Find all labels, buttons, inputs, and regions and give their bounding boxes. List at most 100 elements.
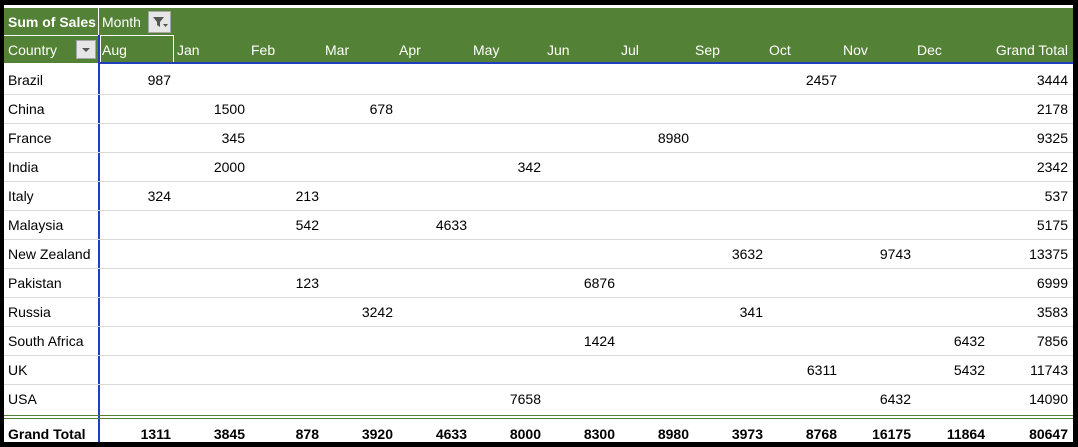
total-line <box>4 415 1073 416</box>
row-label: Pakistan <box>8 275 62 291</box>
total-cell: 7856 <box>1036 333 1068 349</box>
value-cell: 678 <box>369 101 393 117</box>
value-cell: 213 <box>295 188 319 204</box>
column-header: Jun <box>547 42 570 58</box>
value-cell: 6432 <box>953 333 985 349</box>
column-header: Jul <box>621 42 639 58</box>
column-header: Apr <box>399 42 421 58</box>
row-line <box>4 210 1073 211</box>
row-filter-button[interactable] <box>76 40 96 59</box>
total-cell: 80647 <box>1029 426 1068 442</box>
total-cell: 3583 <box>1036 304 1068 320</box>
total-cell: 3444 <box>1036 72 1068 88</box>
total-line <box>4 418 1073 419</box>
column-header: May <box>473 42 500 58</box>
value-cell: 341 <box>739 304 763 320</box>
row-line <box>4 355 1073 356</box>
row-line <box>4 297 1073 298</box>
total-cell: 6999 <box>1036 275 1068 291</box>
value-cell: 16175 <box>872 426 911 442</box>
total-cell: 14090 <box>1029 391 1068 407</box>
value-cell: 9743 <box>879 246 911 262</box>
header-band <box>4 8 1073 63</box>
value-cell: 6876 <box>583 275 615 291</box>
row-line <box>4 239 1073 240</box>
filter-button[interactable] <box>148 11 171 33</box>
column-field[interactable]: Month <box>102 14 141 30</box>
value-cell: 8300 <box>583 426 615 442</box>
value-cell: 1311 <box>140 426 171 442</box>
value-cell: 8980 <box>657 130 689 146</box>
total-cell: 9325 <box>1036 130 1068 146</box>
value-cell: 1500 <box>213 101 245 117</box>
selection-edge <box>98 62 1073 64</box>
row-label: Grand Total <box>8 426 86 442</box>
value-cell: 342 <box>517 159 541 175</box>
value-cell: 5432 <box>953 362 985 378</box>
total-cell: 537 <box>1044 188 1068 204</box>
selection-edge <box>98 35 100 442</box>
row-label: France <box>8 130 52 146</box>
column-header: Sep <box>695 42 720 58</box>
value-cell: 1424 <box>583 333 615 349</box>
value-field: Sum of Sales <box>8 14 96 30</box>
value-cell: 7658 <box>509 391 541 407</box>
row-label: China <box>8 101 45 117</box>
column-header: Nov <box>843 42 868 58</box>
value-cell: 542 <box>295 217 319 233</box>
value-cell: 2457 <box>805 72 837 88</box>
row-label: South Africa <box>8 333 84 349</box>
value-cell: 6311 <box>806 362 837 378</box>
total-cell: 2342 <box>1036 159 1068 175</box>
row-line <box>4 384 1073 385</box>
value-cell: 345 <box>221 130 245 146</box>
value-cell: 3973 <box>731 426 763 442</box>
value-cell: 4633 <box>435 426 467 442</box>
value-cell: 324 <box>147 188 171 204</box>
filter-icon <box>153 17 168 27</box>
row-line <box>4 152 1073 153</box>
value-cell: 3632 <box>731 246 763 262</box>
column-header: Aug <box>102 42 127 58</box>
value-cell: 8980 <box>657 426 689 442</box>
column-header: Mar <box>325 42 350 58</box>
total-cell: 13375 <box>1029 246 1068 262</box>
value-cell: 6432 <box>879 391 911 407</box>
column-header: Jan <box>177 42 200 58</box>
column-header: Oct <box>769 42 791 58</box>
row-field: Country <box>8 42 58 58</box>
row-line <box>4 181 1073 182</box>
row-line <box>4 123 1073 124</box>
value-cell: 8768 <box>805 426 837 442</box>
value-cell: 123 <box>295 275 319 291</box>
value-cell: 11864 <box>946 426 985 442</box>
row-label: Malaysia <box>8 217 64 233</box>
column-header: Dec <box>917 42 942 58</box>
row-line <box>4 326 1073 327</box>
row-label: Russia <box>8 304 51 320</box>
total-cell: 5175 <box>1036 217 1068 233</box>
value-cell: 3242 <box>361 304 393 320</box>
value-cell: 2000 <box>213 159 245 175</box>
value-cell: 3920 <box>361 426 393 442</box>
value-cell: 4633 <box>435 217 467 233</box>
row-line <box>4 268 1073 269</box>
row-label: Italy <box>8 188 34 204</box>
row-label: India <box>8 159 39 175</box>
column-header: Feb <box>251 42 276 58</box>
total-cell: 2178 <box>1036 101 1068 117</box>
value-cell: 987 <box>147 72 171 88</box>
pivot-table: Sum of Sales Month Country Aug Jan Feb Mar A… <box>4 5 1073 442</box>
value-cell: 8000 <box>509 426 541 442</box>
row-label: New Zealand <box>8 246 91 262</box>
row-label: Brazil <box>8 72 44 88</box>
divider <box>98 8 99 35</box>
dropdown-icon <box>82 48 90 52</box>
row-line <box>4 94 1073 95</box>
value-cell: 878 <box>295 426 319 442</box>
row-label: USA <box>8 391 37 407</box>
column-header: Grand Total <box>995 42 1068 58</box>
total-cell: 11743 <box>1030 362 1068 378</box>
row-label: UK <box>8 362 28 378</box>
